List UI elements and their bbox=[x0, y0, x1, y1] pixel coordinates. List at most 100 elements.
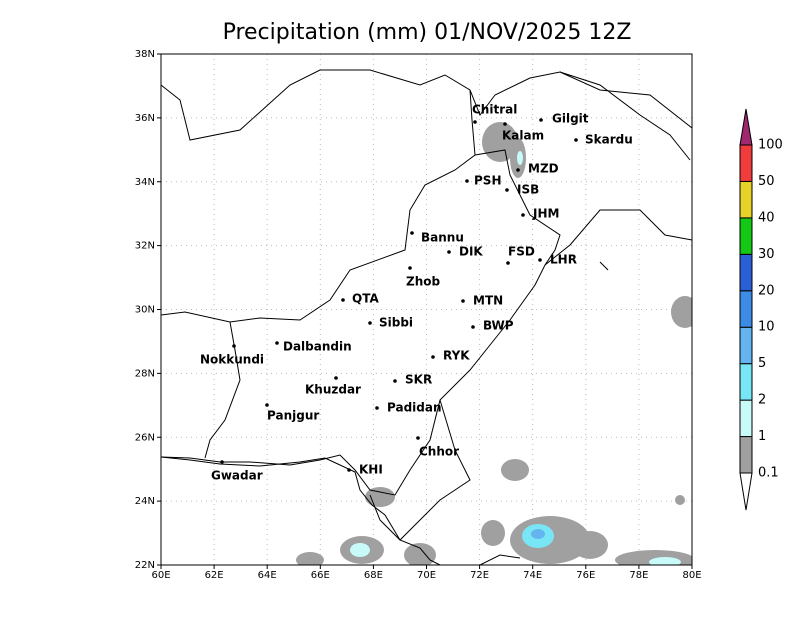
city-label: QTA bbox=[352, 292, 379, 306]
city-marker bbox=[375, 406, 379, 410]
city-marker bbox=[275, 341, 279, 345]
lat-label: 36N bbox=[135, 113, 155, 124]
colorbar-box bbox=[739, 363, 753, 401]
lat-label: 22N bbox=[135, 560, 155, 571]
city-label: Khuzdar bbox=[305, 383, 361, 397]
lat-label: 32N bbox=[135, 241, 155, 252]
coastline bbox=[161, 456, 521, 565]
city-label: MTN bbox=[473, 294, 503, 308]
city-label: KHI bbox=[359, 463, 383, 477]
city-marker bbox=[538, 258, 542, 262]
city-label: DIK bbox=[459, 245, 483, 259]
axis-ticks: 60E 62E 64E 66E 68E 70E 72E 74E 76E 78E 80E 22N 24N 2… bbox=[135, 49, 702, 581]
colorbar-box bbox=[739, 180, 753, 219]
precip-area bbox=[531, 529, 545, 539]
city-marker bbox=[408, 266, 412, 270]
city-marker bbox=[265, 403, 269, 407]
city-label: ISB bbox=[517, 183, 539, 197]
city-marker bbox=[447, 250, 451, 254]
city-label: Panjgur bbox=[267, 409, 319, 423]
lon-label: 80E bbox=[682, 570, 701, 581]
colorbar-box bbox=[739, 217, 753, 255]
precip-field bbox=[161, 69, 692, 565]
grid bbox=[161, 54, 692, 565]
colorbar-box bbox=[739, 253, 753, 292]
city-label: Chhor bbox=[419, 445, 459, 459]
city-label: Gilgit bbox=[552, 112, 589, 126]
city-marker bbox=[368, 321, 372, 325]
precip-area bbox=[517, 151, 523, 165]
colorbar-box bbox=[739, 436, 753, 474]
lat-label: 38N bbox=[135, 49, 155, 60]
city-marker bbox=[521, 213, 525, 217]
lon-label: 70E bbox=[417, 570, 436, 581]
colorbar-label: 1 bbox=[758, 429, 766, 444]
city-marker bbox=[471, 325, 475, 329]
city-marker bbox=[516, 168, 520, 172]
precip-area bbox=[481, 520, 505, 546]
city-label: Zhob bbox=[406, 275, 440, 289]
lat-label: 34N bbox=[135, 177, 155, 188]
city-label: Padidan bbox=[387, 401, 442, 415]
city-label: FSD bbox=[508, 245, 535, 259]
colorbar-label: 50 bbox=[758, 174, 775, 189]
city-marker bbox=[505, 188, 509, 192]
city-label: BWP bbox=[483, 319, 514, 333]
city-marker bbox=[461, 299, 465, 303]
colorbar-over bbox=[739, 108, 753, 146]
colorbar-label: 0.1 bbox=[758, 466, 779, 481]
colorbar-label: 40 bbox=[758, 210, 775, 225]
city-label: Bannu bbox=[421, 231, 464, 245]
lon-label: 76E bbox=[576, 570, 595, 581]
city-label: MZD bbox=[528, 162, 559, 176]
city-marker bbox=[473, 120, 477, 124]
city-marker bbox=[574, 138, 578, 142]
city-marker bbox=[334, 376, 338, 380]
city-label: Dalbandin bbox=[283, 340, 352, 354]
colorbar-box bbox=[739, 290, 753, 328]
city-label: Skardu bbox=[585, 133, 633, 147]
colorbar-under bbox=[739, 472, 753, 511]
city-marker bbox=[416, 436, 420, 440]
city-label: Kalam bbox=[502, 129, 544, 143]
city-label: Sibbi bbox=[379, 316, 413, 330]
cities: Chitral Gilgit Kalam Skardu MZD PSH ISB JHM Bann… bbox=[200, 103, 633, 483]
city-label: Gwadar bbox=[211, 469, 263, 483]
border bbox=[161, 69, 692, 541]
title: Precipitation (mm) 01/NOV/2025 12Z bbox=[223, 20, 632, 45]
lat-label: 28N bbox=[135, 368, 155, 379]
lat-label: 30N bbox=[135, 305, 155, 316]
city-marker bbox=[465, 179, 469, 183]
lon-label: 66E bbox=[311, 570, 330, 581]
city-label: RYK bbox=[443, 349, 470, 363]
city-marker bbox=[503, 122, 507, 126]
precip-area bbox=[350, 543, 370, 557]
lat-label: 24N bbox=[135, 496, 155, 507]
city-label: Chitral bbox=[472, 103, 517, 117]
city-label: JHM bbox=[532, 207, 559, 221]
colorbar-label: 100 bbox=[758, 138, 783, 153]
city-marker bbox=[410, 231, 414, 235]
colorbar-label: 30 bbox=[758, 247, 775, 262]
city-marker bbox=[506, 261, 510, 265]
city-marker bbox=[393, 379, 397, 383]
colorbar-box bbox=[739, 399, 753, 438]
city-label: SKR bbox=[405, 373, 432, 387]
lon-label: 60E bbox=[151, 570, 170, 581]
city-label: Nokkundi bbox=[200, 353, 264, 367]
colorbar-label: 5 bbox=[758, 356, 766, 371]
colorbar-box bbox=[739, 144, 753, 182]
colorbar-box bbox=[739, 326, 753, 365]
city-label: PSH bbox=[474, 174, 501, 188]
lon-label: 64E bbox=[258, 570, 277, 581]
lat-label: 26N bbox=[135, 432, 155, 443]
precip-area bbox=[649, 557, 681, 565]
precip-area bbox=[404, 543, 436, 565]
city-marker bbox=[431, 355, 435, 359]
city-marker bbox=[220, 460, 224, 464]
precip-area bbox=[675, 495, 685, 505]
lon-label: 74E bbox=[523, 570, 542, 581]
city-label: LHR bbox=[550, 253, 577, 267]
precip-area bbox=[296, 552, 324, 565]
